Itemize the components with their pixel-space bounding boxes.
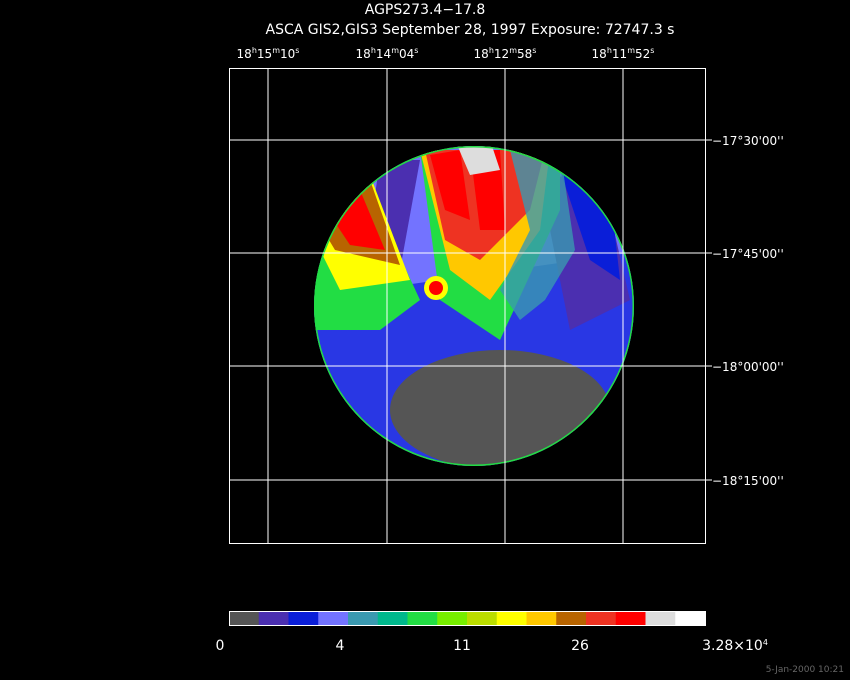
timestamp: 5-Jan-2000 10:21 xyxy=(766,665,844,675)
label-part: 18 xyxy=(474,47,489,61)
label-part: 0 xyxy=(216,638,225,654)
dec-label: −17°45'00'' xyxy=(712,247,784,261)
colorbar-label: 11 xyxy=(453,638,471,654)
colorbar-swatch xyxy=(377,611,408,625)
colorbar-swatch xyxy=(348,611,379,625)
label-part: 18 xyxy=(592,47,607,61)
label-part: 12 xyxy=(494,47,509,61)
label-part: 04 xyxy=(399,47,414,61)
label-part: 26 xyxy=(571,638,589,654)
colorbar-label: 3.28×104 xyxy=(702,638,768,654)
colorbar-label: 26 xyxy=(571,638,589,654)
superscript: h xyxy=(371,46,376,55)
colorbar-swatch xyxy=(675,611,706,625)
ra-label: 18h14m04s xyxy=(356,46,419,61)
label-part: 15 xyxy=(257,47,272,61)
superscript: m xyxy=(272,46,280,55)
label-part: 52 xyxy=(635,47,650,61)
colorbar-swatch xyxy=(318,611,349,625)
label-part: 11 xyxy=(453,638,471,654)
superscript: 4 xyxy=(763,638,768,647)
xray-image xyxy=(314,146,634,466)
superscript: m xyxy=(627,46,635,55)
colorbar-swatch xyxy=(556,611,587,625)
superscript: m xyxy=(509,46,517,55)
label-part: 11 xyxy=(612,47,627,61)
label-part: 58 xyxy=(517,47,532,61)
superscript: s xyxy=(532,46,536,55)
superscript: s xyxy=(414,46,418,55)
colorbar-swatch xyxy=(526,611,557,625)
label-part: 18 xyxy=(356,47,371,61)
colorbar-swatch xyxy=(229,611,260,625)
superscript: m xyxy=(391,46,399,55)
colorbar-label: 0 xyxy=(216,638,225,654)
colorbar-label: 4 xyxy=(336,638,345,654)
dec-label: −18°00'00'' xyxy=(712,360,784,374)
coordinate-grid xyxy=(229,68,705,543)
superscript: h xyxy=(252,46,257,55)
label-part: 4 xyxy=(336,638,345,654)
colorbar-swatch xyxy=(467,611,498,625)
colorbar-swatch xyxy=(615,611,646,625)
colorbar-swatch xyxy=(407,611,438,625)
frame xyxy=(229,68,706,544)
colorbar-frame xyxy=(229,611,706,626)
ra-label: 18h11m52s xyxy=(592,46,655,61)
colorbar-swatch xyxy=(258,611,289,625)
dec-label: −18°15'00'' xyxy=(712,474,784,488)
label-part: 18 xyxy=(237,47,252,61)
superscript: s xyxy=(650,46,654,55)
dec-label: −17°30'00'' xyxy=(712,134,784,148)
label-part: 14 xyxy=(376,47,391,61)
colorbar-swatch xyxy=(437,611,468,625)
superscript: h xyxy=(607,46,612,55)
colorbar-swatch xyxy=(645,611,676,625)
colorbar-swatch xyxy=(496,611,527,625)
ra-label: 18h15m10s xyxy=(237,46,300,61)
subtitle: ASCA GIS2,GIS3 September 28, 1997 Exposu… xyxy=(266,22,675,38)
title: AGPS273.4−17.8 xyxy=(365,2,486,18)
superscript: h xyxy=(489,46,494,55)
colorbar-swatch xyxy=(586,611,617,625)
label-part: 10 xyxy=(280,47,295,61)
colorbar-swatch xyxy=(288,611,319,625)
superscript: s xyxy=(295,46,299,55)
label-part: 3.28×10 xyxy=(702,638,763,654)
ra-label: 18h12m58s xyxy=(474,46,537,61)
